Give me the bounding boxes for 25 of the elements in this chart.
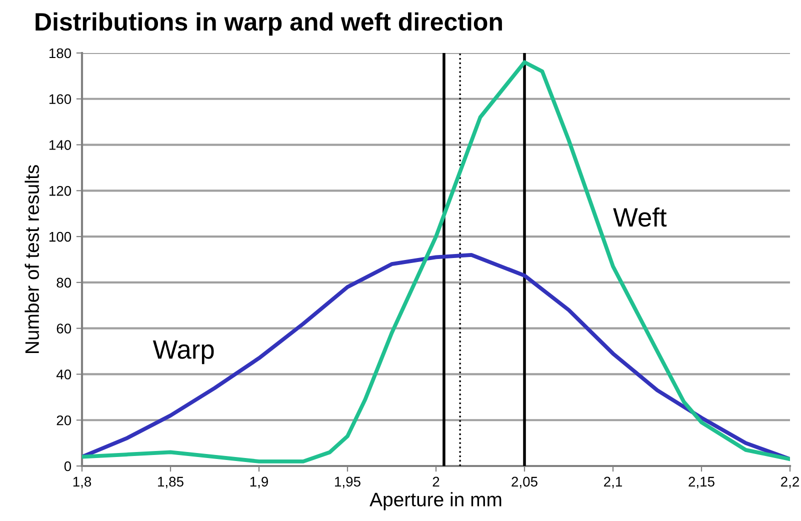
y-tick-label: 60	[56, 324, 72, 334]
y-tick-label: 20	[56, 415, 72, 426]
series-label: Weft	[613, 207, 667, 227]
x-tick-label: 2	[432, 476, 440, 486]
x-tick-label: 1,95	[335, 476, 360, 488]
x-tick-label: 1,9	[250, 476, 268, 488]
x-tick-label: 1,8	[73, 476, 92, 488]
y-tick-label: 140	[49, 140, 72, 150]
x-tick-label: 2,15	[688, 476, 714, 488]
x-axis-title: Aperture in mm	[370, 492, 502, 510]
y-tick-label: 40	[56, 370, 72, 380]
y-axis-title: Number of test results	[24, 165, 40, 353]
y-tick-label: 160	[49, 94, 72, 104]
x-tick-label: 2,2	[781, 476, 799, 488]
y-tick-label: 0	[64, 461, 72, 472]
y-tick-label: 180	[49, 48, 72, 58]
y-tick-label: 80	[56, 278, 72, 288]
x-tick-label: 2,1	[604, 476, 622, 488]
y-tick-label: 100	[49, 232, 72, 242]
x-tick-label: 2,05	[512, 476, 538, 488]
line-series	[82, 60, 790, 464]
y-tick-label: 120	[49, 186, 72, 196]
chart-title: Distributions in warp and weft direction	[36, 12, 502, 36]
x-tick-label: 1,85	[158, 476, 184, 488]
series-label: Warp	[152, 340, 214, 364]
